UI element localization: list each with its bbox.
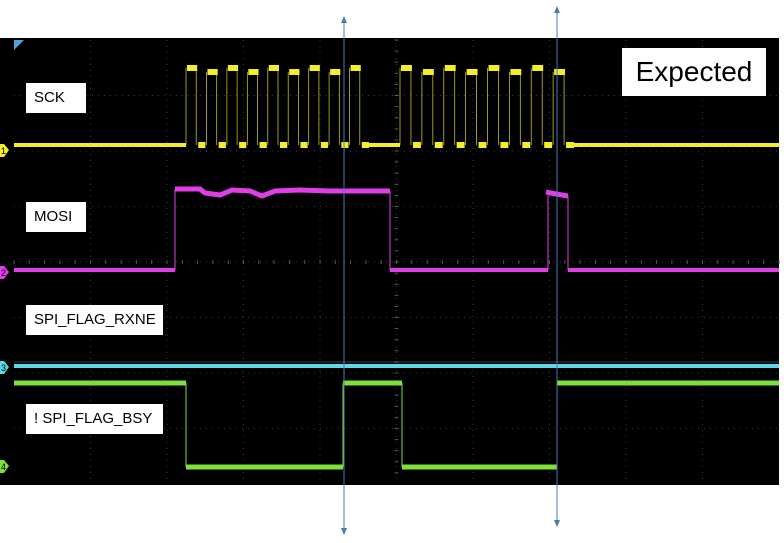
sck-pulse-low xyxy=(259,142,267,148)
channel-3-marker[interactable]: 3 xyxy=(0,361,9,374)
sck-pulse-high xyxy=(444,65,456,71)
mosi-high-segment xyxy=(545,189,569,199)
sck-pulse-high xyxy=(510,69,522,75)
sck-pulse-low xyxy=(478,142,487,148)
sck-pulse-low xyxy=(361,142,369,148)
sck-pulse-low xyxy=(341,142,349,148)
svg-text:2: 2 xyxy=(1,268,6,278)
sck-pulse-high xyxy=(268,65,279,71)
channel-2-marker[interactable]: 2 xyxy=(0,266,9,279)
bsy-label: ! SPI_FLAG_BSY xyxy=(26,404,163,434)
cursor-line-left[interactable] xyxy=(341,16,347,535)
trigger-position-marker[interactable] xyxy=(14,40,24,50)
sck-pulse-high xyxy=(207,69,218,75)
sck-pulse-high xyxy=(227,65,239,71)
sck-pulse-high xyxy=(309,65,320,71)
sck-pulse-low xyxy=(239,142,247,148)
sck-pulse-high xyxy=(554,69,566,75)
svg-text:3: 3 xyxy=(1,363,6,373)
sck-pulse-low xyxy=(320,142,329,148)
sck-pulse-low xyxy=(300,142,308,148)
sck-pulse-low xyxy=(218,142,226,148)
sck-pulse-high xyxy=(401,65,412,71)
sck-pulse-high xyxy=(532,65,544,71)
sck-pulse-high xyxy=(488,65,500,71)
sck-pulse-low xyxy=(566,142,574,148)
mosi-high-segment xyxy=(175,186,390,199)
sck-pulse-low xyxy=(434,142,443,148)
sck-pulse-high xyxy=(350,65,361,71)
sck-pulse-high xyxy=(422,69,434,75)
sck-pulse-high xyxy=(466,69,478,75)
sck-pulse-high xyxy=(289,69,300,75)
svg-text:1: 1 xyxy=(1,146,6,156)
sck-pulse-low xyxy=(198,142,206,148)
sck-pulse-low xyxy=(522,142,531,148)
graticule xyxy=(13,39,780,484)
sck-pulse-low xyxy=(456,142,465,148)
mosi-label: MOSI xyxy=(26,202,86,232)
rxne-trace xyxy=(14,361,779,368)
sck-pulse-low xyxy=(412,142,421,148)
sck-pulse-low xyxy=(544,142,553,148)
sck-pulse-high xyxy=(248,69,259,75)
cursor-line-right[interactable] xyxy=(554,6,560,527)
sck-pulse-high xyxy=(187,65,198,71)
sck-label: SCK xyxy=(26,83,86,113)
bsy-trace xyxy=(14,380,779,470)
channel-1-marker[interactable]: 1 xyxy=(0,144,9,157)
sck-pulse-low xyxy=(280,142,288,148)
channel-4-marker[interactable]: 4 xyxy=(0,460,9,473)
expected-badge: Expected xyxy=(622,48,766,96)
sck-pulse-low xyxy=(500,142,509,148)
svg-text:4: 4 xyxy=(1,462,6,472)
rxne-label: SPI_FLAG_RXNE xyxy=(26,305,163,335)
sck-pulse-high xyxy=(330,69,341,75)
mosi-trace xyxy=(14,186,779,272)
sck-trace xyxy=(14,65,779,148)
